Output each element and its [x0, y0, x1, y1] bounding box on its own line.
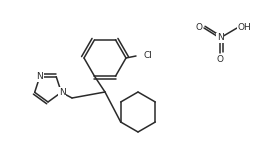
Text: Cl: Cl	[144, 51, 153, 61]
Text: N: N	[59, 88, 66, 97]
Text: N: N	[217, 33, 223, 43]
Text: O: O	[217, 54, 224, 64]
Text: N: N	[36, 72, 43, 81]
Text: O: O	[196, 22, 202, 32]
Text: OH: OH	[237, 22, 251, 32]
